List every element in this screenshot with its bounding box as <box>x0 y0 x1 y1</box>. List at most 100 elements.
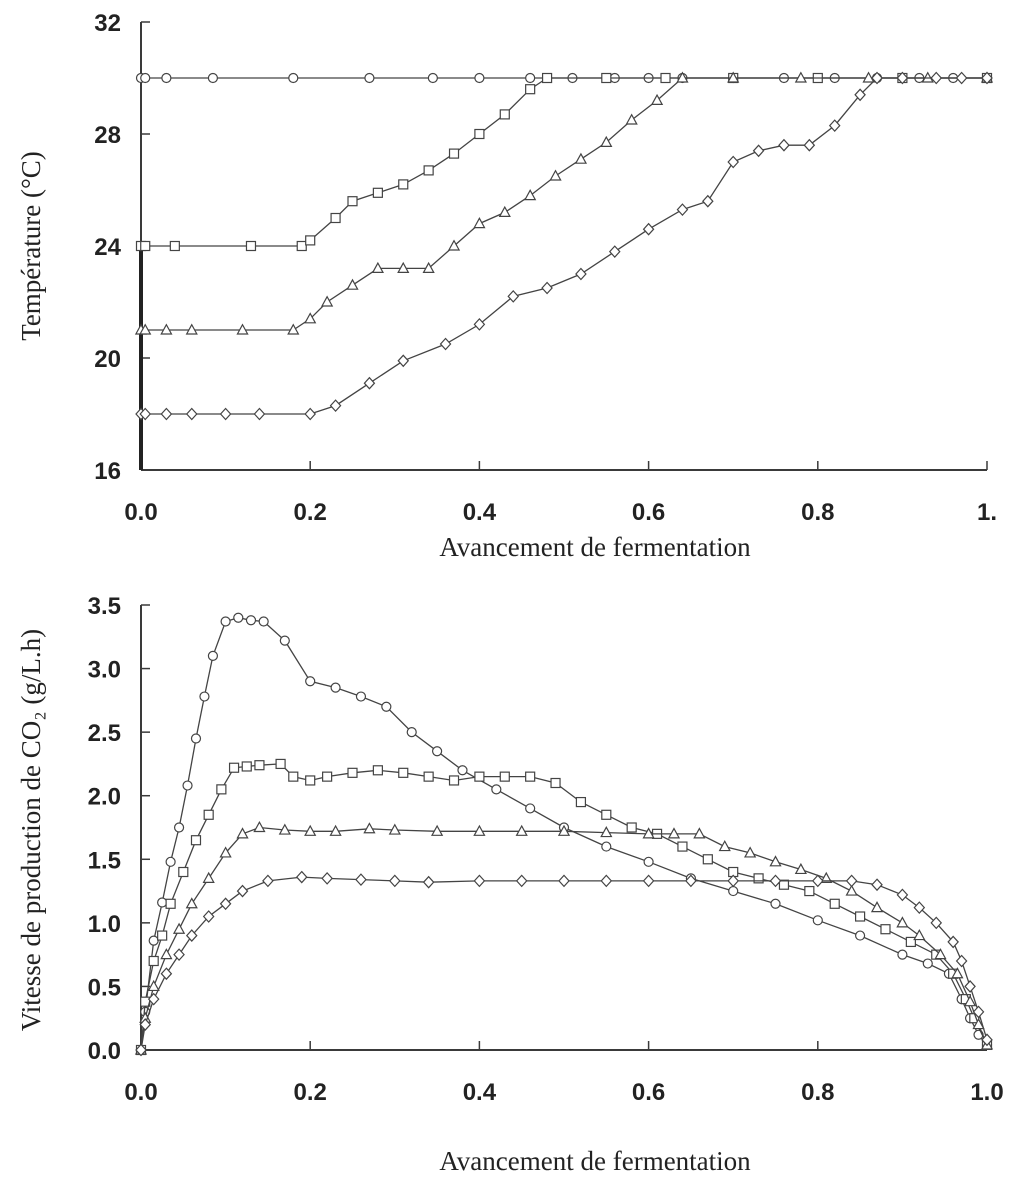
data-point-square <box>148 955 159 967</box>
data-point-diamond <box>955 71 968 85</box>
data-point-square <box>660 72 671 84</box>
data-point-square <box>169 240 180 252</box>
data-point-circle <box>427 72 438 84</box>
data-point-triangle <box>147 979 160 992</box>
data-point-triangle <box>862 71 875 83</box>
data-point-triangle <box>676 71 689 83</box>
data-point-circle <box>897 949 908 960</box>
data-point-square <box>880 924 891 935</box>
data-point-square <box>474 128 485 140</box>
data-point-circle <box>220 616 231 627</box>
data-point-triangle <box>549 169 562 181</box>
data-point-triangle <box>185 323 198 335</box>
data-point-square <box>254 760 265 771</box>
data-point-diamond <box>752 144 765 158</box>
data-point-triangle <box>574 152 588 164</box>
data-point-circle <box>233 612 244 623</box>
y-tick-label: 16 <box>94 458 121 485</box>
series-diamond <box>135 870 993 1057</box>
x-tick-label: 0.2 <box>294 499 327 526</box>
data-point-diamond <box>147 992 160 1006</box>
data-point-diamond <box>236 884 249 898</box>
data-point-circle <box>525 72 536 84</box>
data-point-square <box>140 240 151 252</box>
y-tick-label: 24 <box>94 234 121 261</box>
data-point-square <box>398 179 409 190</box>
data-point-diamond <box>955 954 968 968</box>
data-point-square <box>626 822 637 833</box>
data-point-square <box>372 187 383 198</box>
data-point-diamond <box>329 399 342 412</box>
data-point-square <box>347 767 358 778</box>
y-tick-label: 32 <box>94 10 121 37</box>
data-point-diamond <box>160 407 173 421</box>
data-point-triangle <box>304 312 317 324</box>
data-point-diamond <box>803 138 816 152</box>
data-point-triangle <box>524 189 537 201</box>
data-point-square <box>190 835 202 846</box>
data-point-diamond <box>778 138 790 152</box>
data-point-square <box>525 771 536 782</box>
data-point-circle <box>199 691 210 702</box>
data-point-triangle <box>934 948 947 960</box>
data-point-diamond <box>139 1018 152 1031</box>
data-point-circle <box>474 72 485 84</box>
data-point-triangle <box>447 239 461 251</box>
x-axis-title: Avancement de fermentation <box>439 1146 751 1176</box>
y-tick-label: 20 <box>94 346 121 373</box>
data-point-triangle <box>287 323 300 335</box>
data-point-diamond <box>515 874 528 888</box>
data-point-square <box>157 930 168 941</box>
data-point-square <box>474 771 485 782</box>
data-point-square <box>245 240 257 252</box>
data-point-square <box>296 240 307 252</box>
data-point-circle <box>245 615 257 626</box>
data-point-triangle <box>693 827 706 839</box>
data-point-circle <box>173 822 185 833</box>
data-point-diamond <box>575 267 587 281</box>
x-axis-title: Avancement de fermentation <box>439 532 751 562</box>
data-point-circle <box>207 72 219 84</box>
data-point-triangle <box>172 922 186 934</box>
y-axis-title: Vitesse de production de CO₂ (g/L.h) <box>16 629 46 1031</box>
data-point-circle <box>854 930 866 941</box>
data-point-square <box>905 936 916 948</box>
data-point-diamond <box>930 916 943 930</box>
data-point-triangle <box>845 884 858 896</box>
co2-rate-chart: Avancement de fermentation Vitesse de pr… <box>16 593 1004 1176</box>
data-point-triangle <box>473 824 486 836</box>
data-point-diamond <box>558 874 570 888</box>
data-point-square <box>778 879 790 890</box>
data-point-triangle <box>346 278 359 290</box>
data-point-square <box>347 196 358 207</box>
data-point-square <box>372 765 383 776</box>
data-point-triangle <box>642 827 655 839</box>
data-point-triangle <box>650 93 664 106</box>
data-point-triangle <box>363 822 376 834</box>
data-point-diamond <box>854 88 866 102</box>
data-point-circle <box>182 780 193 791</box>
data-point-diamond <box>185 929 198 942</box>
data-point-square <box>178 866 189 878</box>
data-point-square <box>275 758 286 770</box>
data-point-diamond <box>896 71 909 85</box>
data-point-circle <box>381 701 392 712</box>
data-point-triangle <box>185 897 198 909</box>
data-point-triangle <box>371 261 384 273</box>
data-point-diamond <box>139 407 152 421</box>
x-tick-label: 0.2 <box>294 1079 327 1106</box>
data-point-square <box>541 72 553 84</box>
data-point-triangle <box>794 862 807 875</box>
data-point-triangle <box>963 995 977 1007</box>
data-point-triangle <box>160 948 173 960</box>
data-point-circle <box>330 682 341 693</box>
data-point-diamond <box>871 878 883 892</box>
data-point-triangle <box>515 824 528 836</box>
data-point-circle <box>432 746 443 757</box>
temperature-chart: Avancement de fermentation Température (… <box>16 10 997 562</box>
data-point-square <box>241 761 252 772</box>
data-point-square <box>216 784 227 795</box>
data-point-triangle <box>870 901 884 913</box>
x-tick-label: 0.4 <box>463 1079 497 1106</box>
data-point-triangle <box>498 205 511 217</box>
